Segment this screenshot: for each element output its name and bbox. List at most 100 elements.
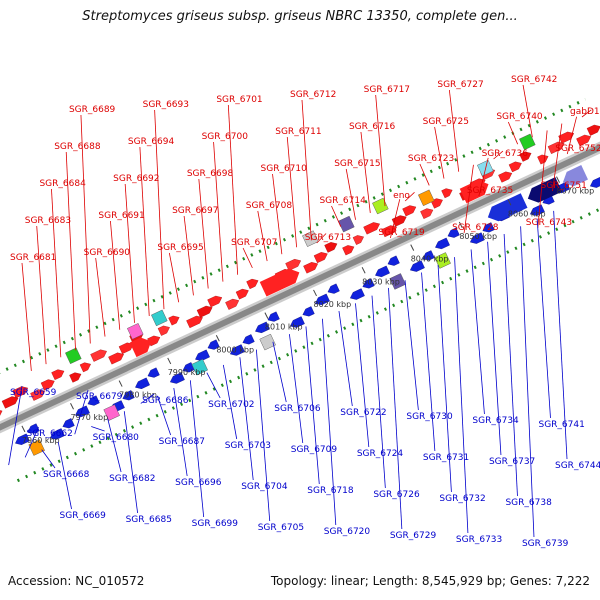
forward-gene-label[interactable]: SGR_6752	[555, 144, 600, 154]
reverse-gene-label[interactable]: SGR_6726	[373, 490, 420, 500]
reverse-gene-label[interactable]: SGR_6718	[307, 486, 354, 496]
reverse-gene-arrow[interactable]	[469, 232, 485, 246]
forward-gene-label[interactable]: SGR_6701	[216, 95, 262, 105]
forward-gene-arrow[interactable]	[313, 250, 329, 264]
reverse-gene-label[interactable]: SGR_6744	[555, 461, 600, 471]
forward-gene-arrow[interactable]	[519, 150, 533, 162]
forward-gene-arrow[interactable]	[12, 384, 30, 399]
reverse-gene-label[interactable]: SGR_6738	[505, 498, 552, 508]
forward-gene-arrow[interactable]	[196, 304, 214, 318]
reverse-gene-arrow-large[interactable]	[484, 193, 528, 224]
feature-box[interactable]	[389, 273, 406, 290]
forward-gene-label[interactable]: SGR_6713	[305, 233, 351, 243]
forward-gene-label[interactable]: SGR_6714	[319, 196, 366, 206]
forward-gene-label[interactable]: SGR_6728	[452, 223, 499, 233]
forward-gene-arrow-large[interactable]	[259, 265, 303, 297]
reverse-gene-arrow[interactable]	[206, 339, 220, 352]
forward-gene-arrow[interactable]	[537, 153, 549, 165]
forward-gene-arrow[interactable]	[235, 287, 250, 300]
forward-gene-label[interactable]: SGR_6683	[25, 216, 71, 226]
reverse-gene-arrow[interactable]	[169, 372, 185, 385]
reverse-gene-arrow[interactable]	[254, 321, 270, 335]
forward-gene-arrow[interactable]	[168, 314, 181, 326]
reverse-gene-label[interactable]: SGR_6662	[27, 429, 73, 439]
reverse-gene-label[interactable]: SGR_6731	[423, 453, 469, 463]
forward-gene-label[interactable]: SGR_6719	[378, 228, 425, 238]
forward-gene-label[interactable]: SGR_6694	[128, 137, 175, 147]
feature-box[interactable]	[151, 309, 168, 327]
forward-gene-label[interactable]: SGR_6717	[364, 85, 410, 95]
reverse-gene-arrow[interactable]	[529, 204, 545, 218]
forward-gene-label[interactable]: SGR_6692	[113, 174, 159, 184]
forward-gene-arrow[interactable]	[246, 277, 260, 290]
reverse-gene-label[interactable]: SGR_6733	[456, 535, 502, 545]
feature-box[interactable]	[434, 252, 451, 269]
reverse-gene-arrow[interactable]	[194, 349, 210, 363]
reverse-gene-arrow[interactable]	[481, 222, 495, 235]
reverse-gene-label[interactable]: SGR_6704	[241, 482, 288, 492]
feature-box[interactable]	[28, 439, 45, 456]
reverse-gene-label[interactable]: SGR_6705	[258, 523, 304, 533]
forward-gene-label[interactable]: SGR_6681	[10, 253, 56, 263]
feature-box[interactable]	[259, 333, 276, 351]
reverse-gene-arrow[interactable]	[229, 344, 245, 358]
reverse-gene-arrow[interactable]	[326, 283, 340, 296]
feature-box[interactable]	[65, 347, 82, 365]
reverse-gene-label[interactable]: SGR_6699	[192, 519, 239, 529]
forward-gene-label[interactable]: SGR_6716	[349, 122, 396, 132]
feature-box[interactable]	[127, 323, 144, 340]
reverse-gene-arrow[interactable]	[86, 395, 100, 408]
forward-gene-arrow[interactable]	[0, 407, 4, 419]
forward-gene-label[interactable]: SGR_6707	[231, 238, 277, 248]
feature-box[interactable]	[338, 215, 355, 233]
forward-gene-arrow[interactable]	[352, 233, 365, 245]
reverse-gene-arrow[interactable]	[241, 334, 255, 346]
reverse-gene-label[interactable]: SGR_6668	[43, 470, 90, 480]
reverse-gene-label[interactable]: SGR_6702	[208, 400, 254, 410]
reverse-gene-label[interactable]: SGR_6730	[406, 412, 453, 422]
feature-box[interactable]	[418, 189, 435, 207]
reverse-gene-label[interactable]: SGR_6682	[109, 474, 155, 484]
forward-gene-arrow[interactable]	[420, 206, 434, 219]
forward-gene-label[interactable]: SGR_6735	[467, 186, 513, 196]
forward-gene-arrow[interactable]	[324, 240, 339, 253]
forward-gene-label[interactable]: SGR_6740	[496, 112, 543, 122]
forward-gene-label[interactable]: SGR_6711	[275, 127, 321, 137]
forward-gene-arrow[interactable]	[441, 186, 454, 199]
reverse-gene-label[interactable]: SGR_6741	[538, 420, 584, 430]
forward-gene-label[interactable]: SGR_6712	[290, 90, 336, 100]
forward-gene-label[interactable]: SGR_6697	[172, 206, 218, 216]
reverse-gene-label[interactable]: SGR_6686	[142, 396, 189, 406]
reverse-gene-arrow[interactable]	[146, 367, 160, 380]
reverse-gene-arrow[interactable]	[49, 428, 65, 441]
forward-gene-arrow[interactable]	[51, 367, 66, 380]
reverse-gene-arrow[interactable]	[409, 260, 425, 274]
reverse-gene-arrow[interactable]	[361, 278, 375, 290]
reverse-gene-arrow[interactable]	[289, 316, 305, 330]
reverse-gene-arrow[interactable]	[421, 250, 435, 262]
forward-gene-arrow[interactable]	[402, 203, 418, 217]
reverse-gene-arrow[interactable]	[386, 255, 400, 268]
forward-gene-label[interactable]: SGR_6710	[261, 164, 308, 174]
reverse-gene-label[interactable]: SGR_6680	[93, 433, 140, 443]
forward-gene-label[interactable]: SGR_6684	[39, 179, 86, 189]
forward-gene-label[interactable]: SGR_6700	[202, 132, 249, 142]
reverse-gene-label[interactable]: SGR_6679	[76, 392, 123, 402]
forward-gene-arrow[interactable]	[157, 324, 171, 336]
reverse-gene-arrow[interactable]	[301, 306, 315, 318]
reverse-gene-label[interactable]: SGR_6659	[10, 388, 57, 398]
reverse-gene-arrow[interactable]	[61, 418, 75, 430]
reverse-gene-arrow[interactable]	[74, 405, 90, 419]
forward-gene-arrow[interactable]	[558, 130, 576, 144]
forward-gene-arrow[interactable]	[40, 377, 56, 391]
forward-gene-arrow[interactable]	[498, 170, 513, 183]
forward-gene-label[interactable]: SGR_6708	[246, 201, 293, 211]
reverse-gene-arrow[interactable]	[314, 293, 330, 307]
feature-box[interactable]	[302, 230, 319, 247]
forward-gene-label[interactable]: SGR_6691	[98, 211, 144, 221]
forward-gene-label[interactable]: SGR_6725	[423, 117, 469, 127]
forward-gene-label[interactable]: SGR_6690	[84, 248, 131, 258]
forward-gene-arrow[interactable]	[30, 387, 46, 401]
feature-box[interactable]	[477, 159, 494, 177]
feature-box[interactable]	[519, 133, 536, 151]
